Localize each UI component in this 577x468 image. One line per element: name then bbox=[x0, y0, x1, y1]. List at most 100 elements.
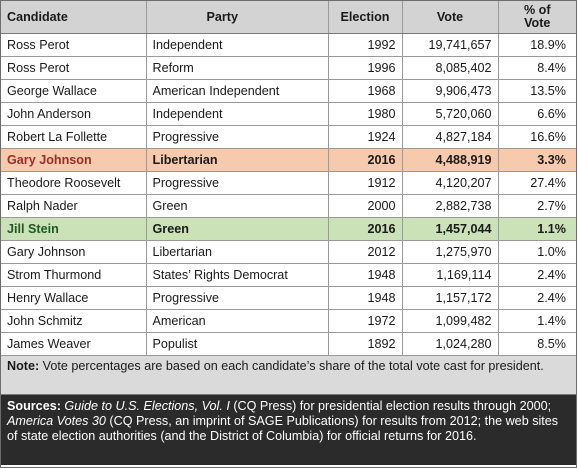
table-note: Note: Vote percentages are based on each… bbox=[1, 356, 576, 395]
table-row: John Schmitz American 1972 1,099,482 1.4% bbox=[1, 309, 576, 333]
cell-vote: 19,741,657 bbox=[402, 33, 499, 57]
table-row: Robert La Follette Progressive 1924 4,827,1… bbox=[1, 125, 576, 149]
cell-candidate: Henry Wallace bbox=[1, 286, 147, 310]
cell-election: 1892 bbox=[328, 332, 403, 356]
third-party-vote-table: Candidate Party Election Vote % of Vote … bbox=[1, 1, 576, 356]
cell-vote: 4,488,919 bbox=[402, 148, 499, 172]
cell-percent: 3.3% bbox=[498, 148, 576, 172]
cell-candidate: Robert La Follette bbox=[1, 125, 147, 149]
table-row: Ross Perot Independent 1992 19,741,657 18.9% bbox=[1, 33, 576, 57]
cell-party: American Independent bbox=[146, 79, 329, 103]
table-sources: Sources: Guide to U.S. Elections, Vol. I… bbox=[1, 395, 576, 465]
cell-percent: 16.6% bbox=[498, 125, 576, 149]
cell-party: Green bbox=[146, 194, 329, 218]
cell-percent: 8.5% bbox=[498, 332, 576, 356]
cell-election: 1948 bbox=[328, 263, 403, 287]
cell-election: 1924 bbox=[328, 125, 403, 149]
cell-candidate: Ross Perot bbox=[1, 33, 147, 57]
table-row: Ralph Nader Green 2000 2,882,738 2.7% bbox=[1, 194, 576, 218]
cell-vote: 4,120,207 bbox=[402, 171, 499, 195]
cell-percent: 2.4% bbox=[498, 286, 576, 310]
cell-vote: 1,024,280 bbox=[402, 332, 499, 356]
header-party: Party bbox=[146, 1, 329, 34]
source-guide-details: (CQ Press) for presidential election res… bbox=[229, 399, 552, 413]
sources-label: Sources: bbox=[7, 399, 65, 413]
cell-vote: 4,827,184 bbox=[402, 125, 499, 149]
cell-party: Independent bbox=[146, 33, 329, 57]
cell-election: 1980 bbox=[328, 102, 403, 126]
cell-election: 1996 bbox=[328, 56, 403, 80]
cell-candidate: Gary Johnson bbox=[1, 240, 147, 264]
table-row: George Wallace American Independent 1968 9,… bbox=[1, 79, 576, 103]
cell-candidate: Theodore Roosevelt bbox=[1, 171, 147, 195]
cell-party: Progressive bbox=[146, 125, 329, 149]
cell-vote: 1,099,482 bbox=[402, 309, 499, 333]
cell-party: Independent bbox=[146, 102, 329, 126]
cell-percent: 8.4% bbox=[498, 56, 576, 80]
table-row: Henry Wallace Progressive 1948 1,157,172 2.4… bbox=[1, 286, 576, 310]
header-vote: Vote bbox=[402, 1, 499, 34]
cell-candidate: Jill Stein bbox=[1, 217, 147, 241]
note-text: Vote percentages are based on each candi… bbox=[39, 359, 544, 373]
cell-party: States’ Rights Democrat bbox=[146, 263, 329, 287]
table-row: James Weaver Populist 1892 1,024,280 8.5% bbox=[1, 332, 576, 356]
cell-election: 1968 bbox=[328, 79, 403, 103]
header-election: Election bbox=[328, 1, 403, 34]
cell-party: American bbox=[146, 309, 329, 333]
cell-vote: 2,882,738 bbox=[402, 194, 499, 218]
cell-election: 2016 bbox=[328, 217, 403, 241]
cell-vote: 1,157,172 bbox=[402, 286, 499, 310]
cell-vote: 8,085,402 bbox=[402, 56, 499, 80]
cell-election: 1948 bbox=[328, 286, 403, 310]
table-row: Gary Johnson Libertarian 2016 4,488,919 3.3% bbox=[1, 148, 576, 172]
cell-election: 2000 bbox=[328, 194, 403, 218]
cell-election: 2012 bbox=[328, 240, 403, 264]
cell-candidate: Strom Thurmond bbox=[1, 263, 147, 287]
cell-party: Reform bbox=[146, 56, 329, 80]
table-row: John Anderson Independent 1980 5,720,060 6.6… bbox=[1, 102, 576, 126]
cell-election: 2016 bbox=[328, 148, 403, 172]
cell-party: Green bbox=[146, 217, 329, 241]
cell-party: Libertarian bbox=[146, 240, 329, 264]
cell-party: Progressive bbox=[146, 286, 329, 310]
cell-party: Progressive bbox=[146, 171, 329, 195]
cell-election: 1972 bbox=[328, 309, 403, 333]
cell-election: 1912 bbox=[328, 171, 403, 195]
cell-vote: 9,906,473 bbox=[402, 79, 499, 103]
cell-percent: 6.6% bbox=[498, 102, 576, 126]
table-row: Theodore Roosevelt Progressive 1912 4,120,2… bbox=[1, 171, 576, 195]
cell-party: Libertarian bbox=[146, 148, 329, 172]
cell-vote: 5,720,060 bbox=[402, 102, 499, 126]
note-label: Note: bbox=[7, 359, 40, 373]
cell-candidate: Gary Johnson bbox=[1, 148, 147, 172]
table-header-row: Candidate Party Election Vote % of Vote bbox=[1, 1, 576, 34]
cell-percent: 27.4% bbox=[498, 171, 576, 195]
cell-candidate: John Anderson bbox=[1, 102, 147, 126]
table-row: Strom Thurmond States’ Rights Democrat 194… bbox=[1, 263, 576, 287]
cell-vote: 1,457,044 bbox=[402, 217, 499, 241]
cell-party: Populist bbox=[146, 332, 329, 356]
cell-candidate: Ralph Nader bbox=[1, 194, 147, 218]
cell-candidate: Ross Perot bbox=[1, 56, 147, 80]
cell-percent: 1.1% bbox=[498, 217, 576, 241]
cell-percent: 1.0% bbox=[498, 240, 576, 264]
cell-percent: 2.4% bbox=[498, 263, 576, 287]
cell-vote: 1,275,970 bbox=[402, 240, 499, 264]
header-candidate: Candidate bbox=[1, 1, 147, 34]
cell-election: 1992 bbox=[328, 33, 403, 57]
cell-candidate: John Schmitz bbox=[1, 309, 147, 333]
source-america-votes-details: (CQ Press, an imprint of SAGE Publicatio… bbox=[7, 414, 559, 443]
table-row: Ross Perot Reform 1996 8,085,402 8.4% bbox=[1, 56, 576, 80]
cell-vote: 1,169,114 bbox=[402, 263, 499, 287]
table-row: Gary Johnson Libertarian 2012 1,275,970 1.0% bbox=[1, 240, 576, 264]
source-america-votes-title: America Votes 30 bbox=[7, 414, 106, 428]
header-percent-line2: Vote bbox=[524, 16, 551, 30]
cell-percent: 2.7% bbox=[498, 194, 576, 218]
cell-candidate: James Weaver bbox=[1, 332, 147, 356]
cell-percent: 18.9% bbox=[498, 33, 576, 57]
header-percent-line1: % of bbox=[523, 3, 551, 17]
header-percent-of-vote: % of Vote bbox=[498, 1, 576, 34]
cell-candidate: George Wallace bbox=[1, 79, 147, 103]
cell-percent: 1.4% bbox=[498, 309, 576, 333]
